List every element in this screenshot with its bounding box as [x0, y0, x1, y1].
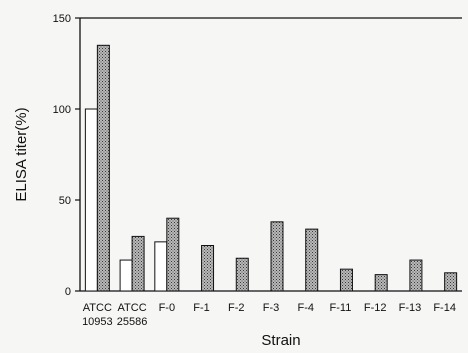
y-axis-title: ELISA titer(%) [13, 107, 30, 201]
y-tick-label: 150 [53, 13, 71, 25]
y-tick-label: 0 [65, 286, 71, 298]
x-tick-label: F-14 [433, 302, 456, 314]
x-tick-label: F-2 [228, 302, 245, 314]
y-tick-label: 50 [59, 195, 71, 207]
bar-gray [131, 235, 145, 292]
bar-gray [374, 274, 388, 292]
bar-white [154, 241, 168, 292]
bar-gray [305, 228, 319, 292]
plot-area: 0 50 100 150 ATCC 10953 ATCC 25586 F-0 F-1 F-2 F-3 F… [53, 13, 462, 328]
x-tick-label: ATCC [83, 302, 112, 314]
x-tick-label: F-13 [399, 302, 422, 314]
bar-gray [444, 272, 458, 292]
bar-gray [270, 221, 284, 292]
bar-gray [201, 245, 215, 292]
bar-white [119, 259, 133, 292]
bar-gray [166, 217, 180, 292]
x-axis-title: Strain [261, 332, 300, 349]
x-tick-label: 25586 [117, 316, 148, 328]
bar-gray [409, 259, 423, 292]
x-tick-label: F-1 [193, 302, 210, 314]
bar-white [84, 108, 98, 292]
x-tick-label: ATCC [118, 302, 147, 314]
x-tick-label: F-3 [263, 302, 280, 314]
bar-gray [96, 44, 110, 292]
x-tick-label: F-0 [159, 302, 176, 314]
y-tick-label: 100 [53, 104, 71, 116]
x-tick-label: 10953 [82, 316, 113, 328]
x-tick-label: F-12 [364, 302, 387, 314]
bar-gray [235, 257, 249, 292]
x-tick-label: F-11 [330, 302, 352, 314]
bar-gray [339, 268, 353, 292]
x-tick-label: F-4 [297, 302, 314, 314]
